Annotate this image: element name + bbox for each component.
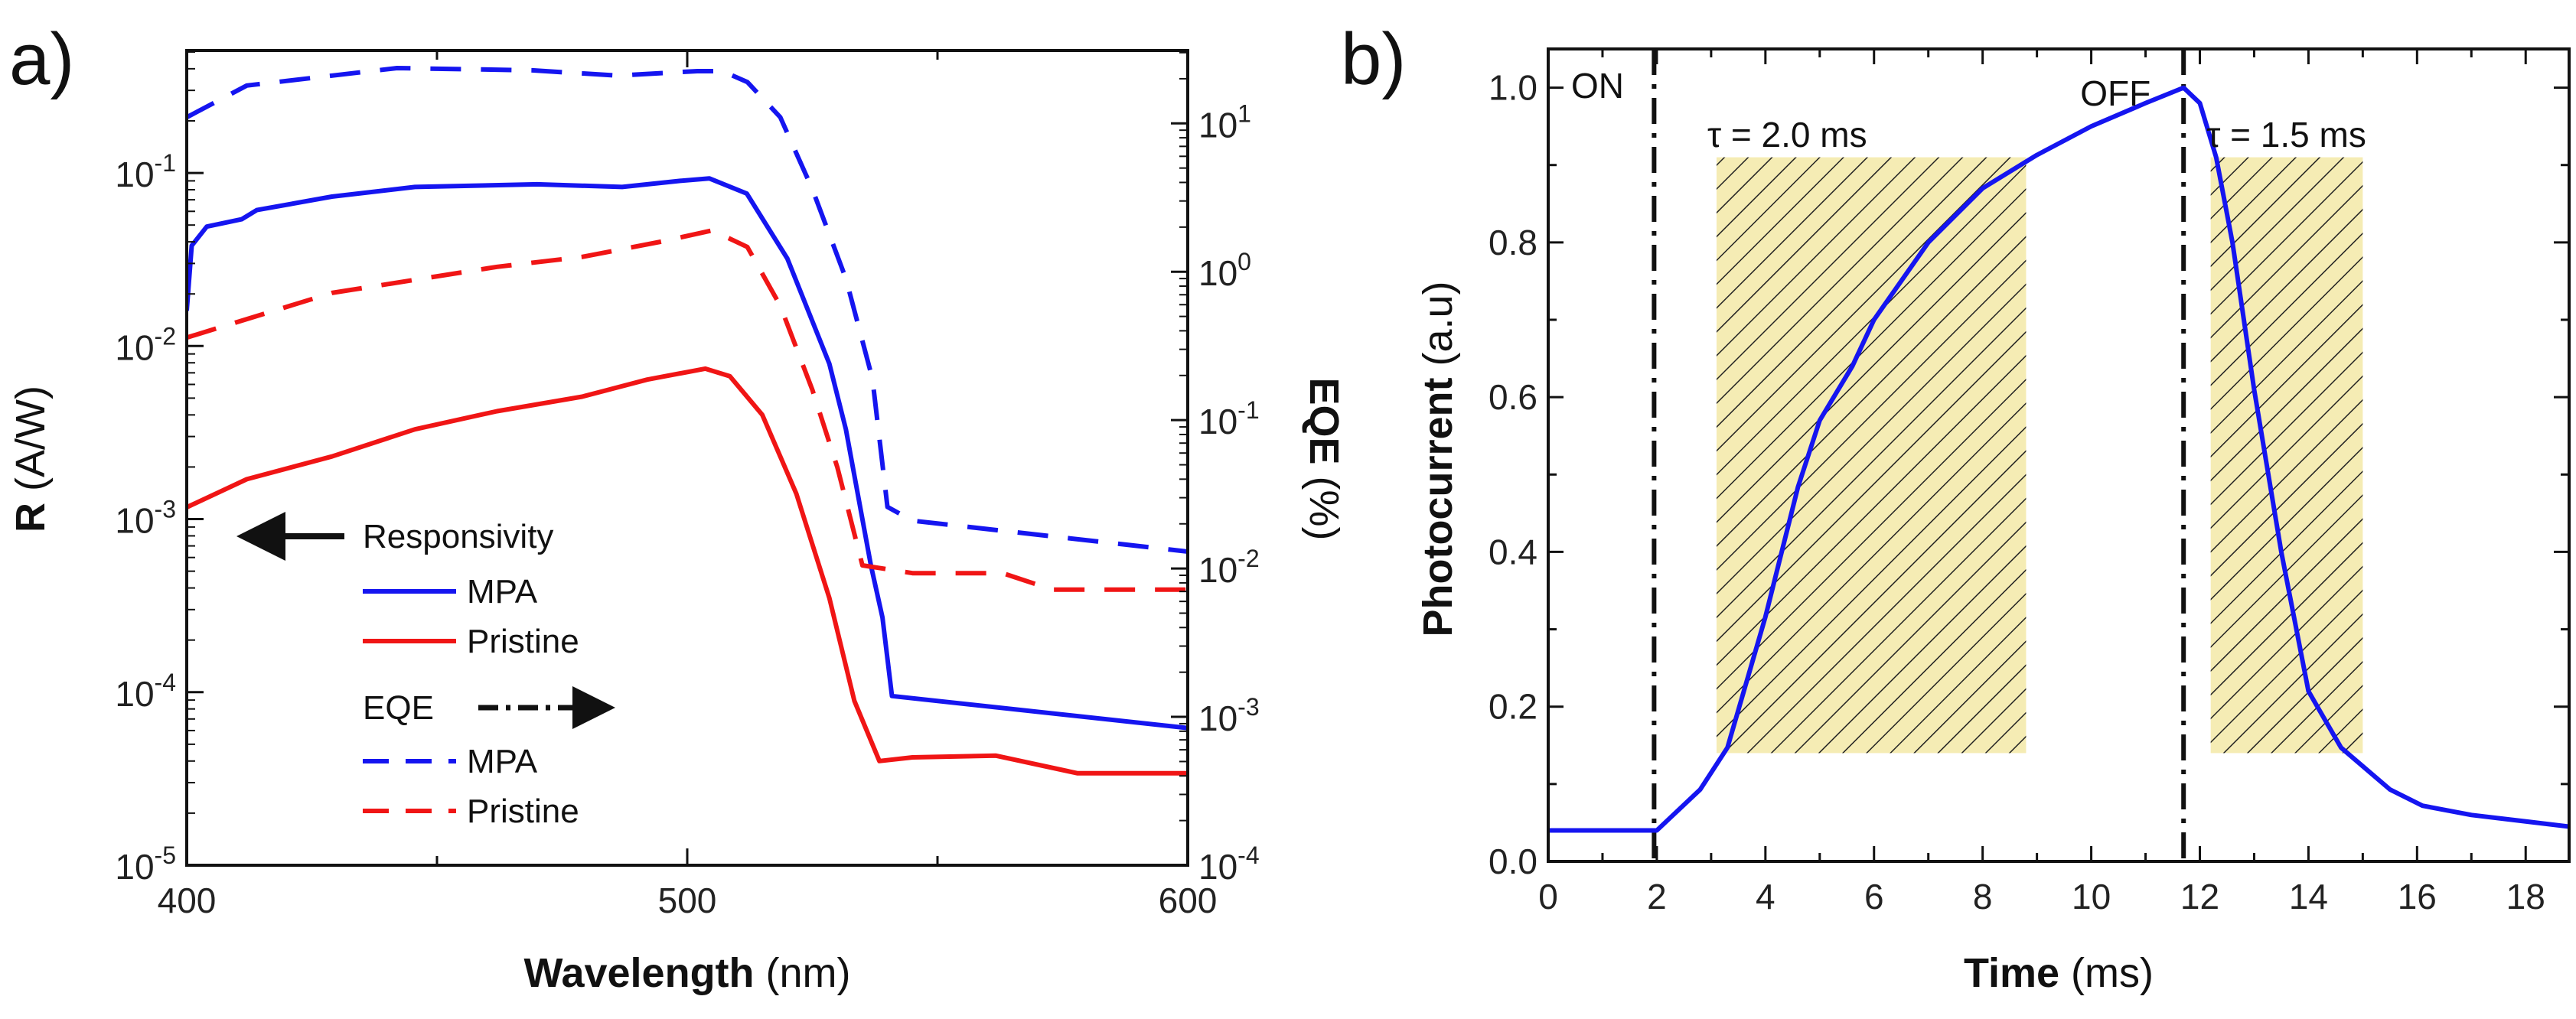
x-tick-label: 8 [1973,877,1993,916]
y-tick-label: 1.0 [1489,68,1537,108]
y-tick-label: 0.6 [1489,377,1537,417]
y2-tick-label: 10-3 [1198,693,1260,738]
x-tick-label: 0 [1538,877,1558,916]
legend-mpa-eqe: MPA [467,743,538,780]
y2-tick-label: 10-2 [1198,545,1260,590]
legend: Responsivity MPA Pristine EQE MPA Pristi… [236,512,615,830]
x-tick-label: 500 [658,881,717,920]
x-tick-label: 4 [1756,877,1775,916]
panel-b-series [1548,85,2569,833]
panel-a-y2label: EQE (%) [1301,377,1347,540]
panel-a: a) 400 500 600 10-5 10-4 10-3 10-2 10-1 10-4 10-3… [8,18,1347,996]
panel-a-series [187,66,1188,776]
x-tick-label: 10 [2072,877,2111,916]
panel-b-frame [1547,47,2571,863]
y-tick-label: 10-1 [115,149,176,194]
series-eqe-pristine [187,228,1188,592]
x-tick-label: 2 [1647,877,1667,916]
legend-mpa-r: MPA [467,573,538,610]
fall-time-label: τ = 1.5 ms [2206,115,2366,155]
x-tick-label: 12 [2180,877,2219,916]
panel-b-ylabel: Photocurrent (a.u) [1415,281,1461,636]
x-tick-label: 6 [1864,877,1884,916]
on-label: ON [1571,66,1624,106]
panel-b-regions [1652,49,2363,861]
legend-responsivity-title: Responsivity [363,518,553,555]
y2-tick-label: 101 [1198,99,1251,145]
x-tick-label: 16 [2398,877,2437,916]
y-tick-label: 10-3 [115,496,176,541]
y-tick-label: 0.8 [1489,223,1537,262]
panel-a-ylabel: R (A/W) [8,386,54,532]
x-tick-label: 18 [2506,877,2545,916]
y-tick-label: 10-2 [115,322,176,367]
x-tick-label: 600 [1159,881,1218,920]
panel-a-label: a) [9,18,74,100]
y2-tick-label: 100 [1198,248,1251,293]
y-tick-label: 0.2 [1489,687,1537,727]
y-tick-label: 0.4 [1489,532,1537,571]
x-tick-label: 14 [2289,877,2328,916]
x-tick-label: 400 [158,881,217,920]
series-responsivity-pristine [187,366,1188,776]
y-tick-label: 0.0 [1489,842,1537,881]
panel-a-xlabel: Wavelength (nm) [523,950,850,996]
legend-pristine-eqe: Pristine [467,793,579,830]
panel-b-xlabel: Time (ms) [1964,950,2154,996]
series-photocurrent [1548,85,2569,833]
series-eqe-mpa [187,66,1188,554]
y-tick-label: 10-5 [115,842,176,887]
panel-b: b) 0 2 4 6 8 10 12 14 16 180.00.20.40.60.81.0 ON … [1341,18,2571,996]
off-label: OFF [2080,73,2150,113]
y-tick-label: 10-4 [115,669,176,714]
legend-eqe-title: EQE [363,689,434,727]
panel-b-ticks: 0 2 4 6 8 10 12 14 16 18 0.0 0.2 0.4 0.6 0.8 1.0 [1489,49,2569,916]
y2-tick-label: 10-1 [1198,396,1260,441]
panel-a-frame [185,49,1189,867]
y2-tick-label: 10-4 [1198,842,1260,887]
rise-time-label: τ = 2.0 ms [1707,115,1867,155]
panel-a-ticks: 400 500 600 10-5 10-4 10-3 10-2 10-1 10-4 10-3 10-… [115,50,1260,920]
legend-pristine-r: Pristine [467,623,579,660]
panel-b-label: b) [1341,18,1406,100]
rise-region-hatch [1716,157,2027,754]
